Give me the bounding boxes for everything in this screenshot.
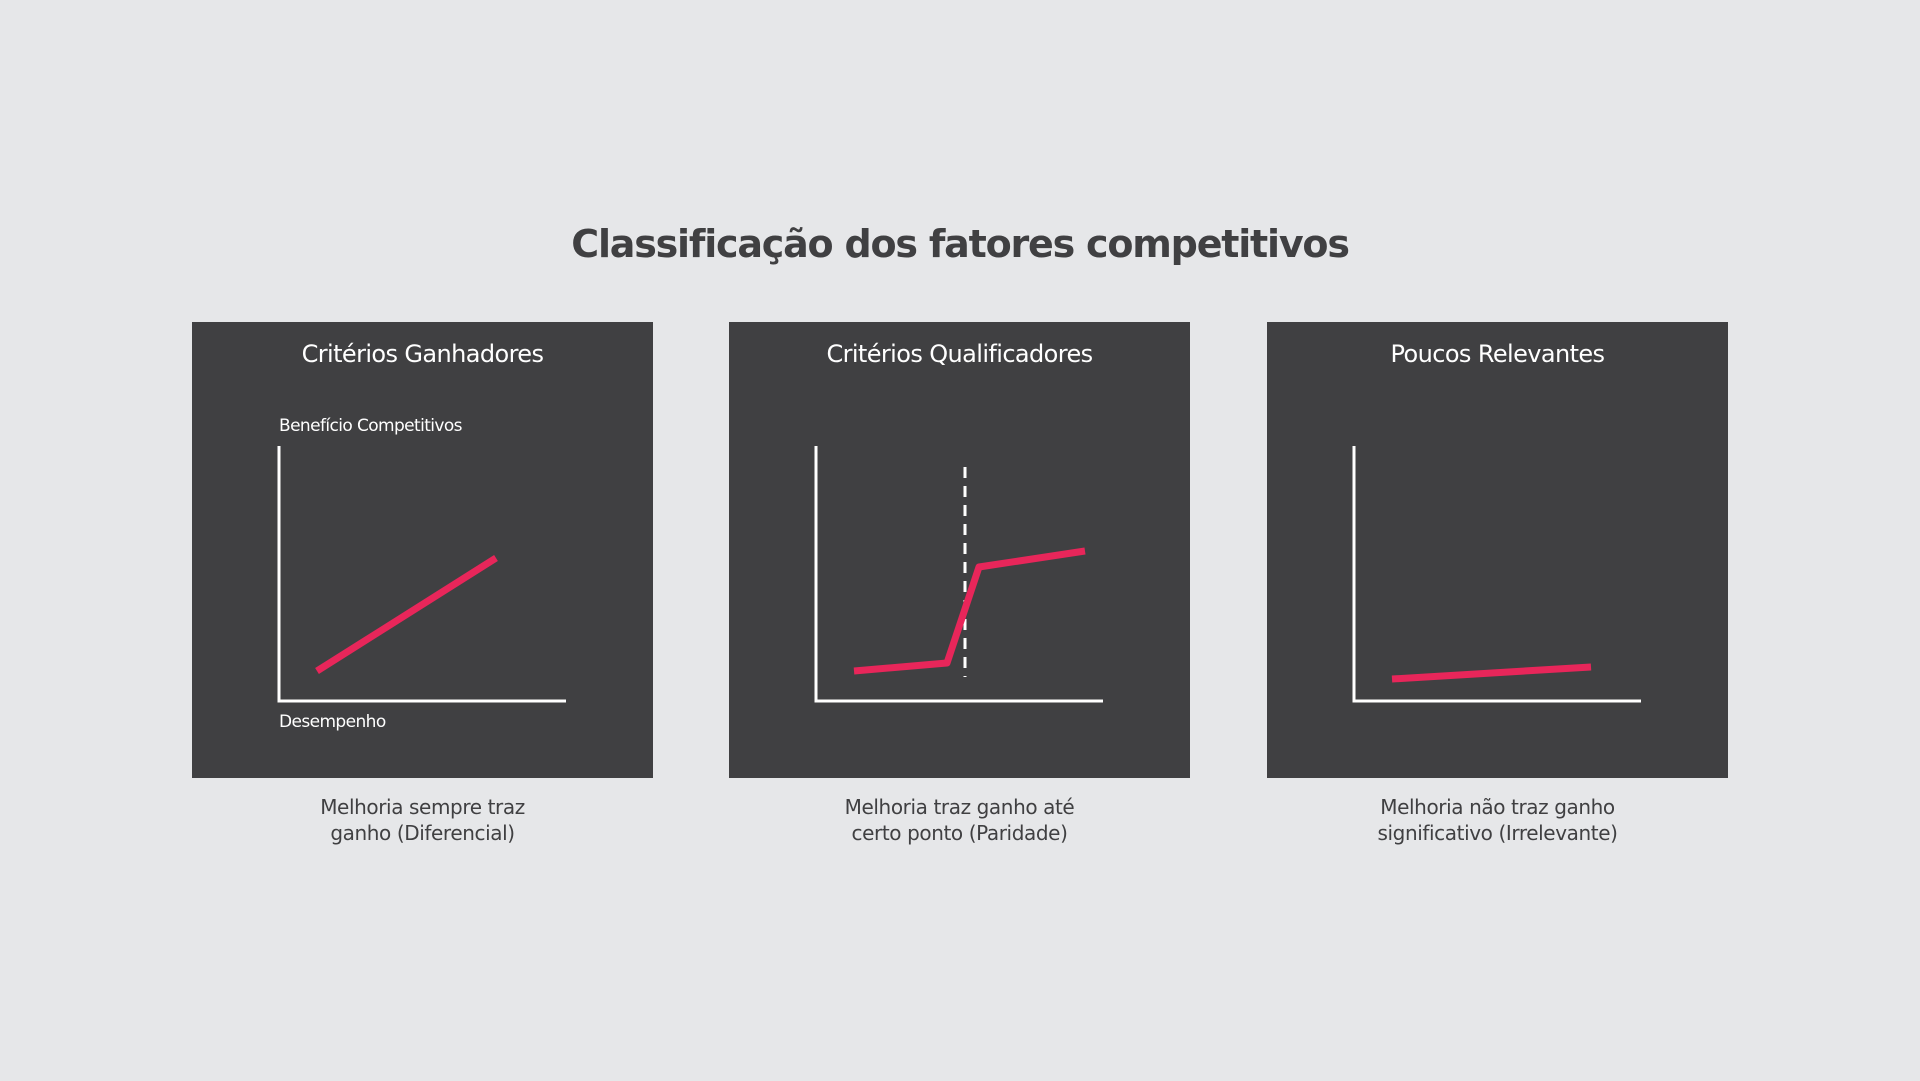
caption-line: Melhoria traz ganho até	[844, 795, 1075, 819]
panel-title: Critérios Qualificadores	[826, 340, 1093, 368]
curve-step	[853, 547, 1086, 675]
caption-poucos-relevantes: Melhoria não traz ganho significativo (I…	[1267, 794, 1728, 846]
caption-ganhadores: Melhoria sempre traz ganho (Diferencial)	[192, 794, 653, 846]
y-axis-label: Benefício Competitivos	[279, 416, 463, 436]
curve-linear	[315, 555, 498, 674]
caption-line: Melhoria não traz ganho	[1380, 795, 1615, 819]
panel-title: Critérios Ganhadores	[301, 340, 544, 368]
panel-poucos-relevantes: Poucos Relevantes	[1267, 322, 1728, 778]
caption-line: Melhoria sempre traz	[320, 795, 525, 819]
x-axis-label: Desempenho	[279, 712, 386, 732]
chart-qualificadores	[814, 446, 1103, 703]
panel-criterios-ganhadores: Critérios Ganhadores Benefício Competiti…	[192, 322, 653, 778]
page-title: Classificação dos fatores competitivos	[571, 222, 1350, 266]
chart-ganhadores: Benefício Competitivos Desempenho	[277, 416, 566, 732]
caption-qualificadores: Melhoria traz ganho até certo ponto (Par…	[729, 794, 1190, 846]
caption-line: significativo (Irrelevante)	[1377, 821, 1618, 845]
chart-poucos-relevantes	[1352, 446, 1641, 703]
panel-title: Poucos Relevantes	[1390, 340, 1606, 368]
caption-line: ganho (Diferencial)	[330, 821, 515, 845]
curve-flat	[1391, 663, 1592, 683]
caption-line: certo ponto (Paridade)	[851, 821, 1068, 845]
panel-criterios-qualificadores: Critérios Qualificadores	[729, 322, 1190, 778]
